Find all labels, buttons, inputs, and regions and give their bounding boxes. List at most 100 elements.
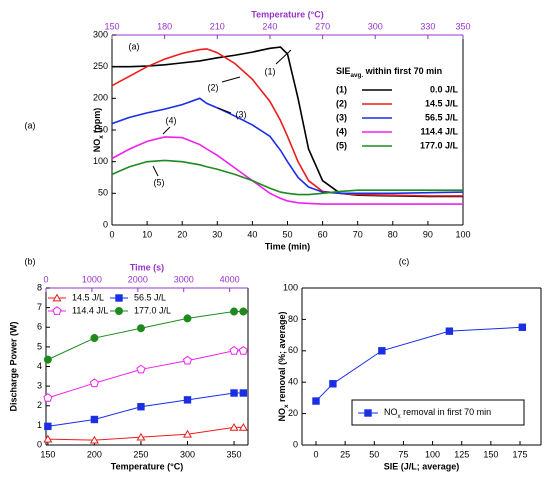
y-tick-label: 0: [293, 439, 298, 449]
legend-title-part: avg.: [351, 72, 364, 79]
series-line: [47, 311, 244, 361]
series-line: [111, 48, 463, 197]
marker: [329, 380, 337, 388]
curve-leader: [162, 126, 171, 135]
marker: [230, 389, 238, 397]
x2-tick-label: 180: [157, 21, 172, 31]
legend-marker: [115, 307, 123, 315]
marker: [43, 434, 53, 443]
x-tick-label: 25: [340, 449, 350, 459]
marker: [90, 334, 99, 343]
legend-key: (2): [336, 98, 347, 108]
x2-tick-label: 2000: [128, 274, 148, 284]
y-tick-label: 300: [93, 29, 108, 39]
y-axis-title-part: NO: [92, 139, 102, 153]
x2-axis-title: Temperature (°C): [251, 9, 323, 19]
marker: [137, 403, 145, 411]
x-tick-label: 10: [142, 229, 152, 239]
marker: [136, 324, 145, 333]
curve-leader: [217, 107, 232, 114]
marker: [43, 393, 53, 402]
x-tick-label: 50: [282, 229, 292, 239]
legend-key: (1): [336, 84, 347, 94]
y-tick-label: 150: [93, 124, 108, 134]
y-tick-label: 20: [288, 408, 298, 418]
x2-tick-label: 150: [104, 21, 119, 31]
y-tick-label: 8: [37, 282, 42, 292]
marker: [183, 396, 192, 404]
y-axis-title: Discharge Power (W): [8, 321, 18, 411]
y-axis-title: NOx (ppm): [92, 108, 105, 153]
marker: [239, 307, 248, 316]
x2-tick-label: 350: [455, 21, 470, 31]
marker: [229, 345, 239, 355]
legend-label-part: x: [398, 413, 402, 420]
y-axis-title-part: removal (%; average): [277, 311, 287, 404]
x-tick-label: 60: [318, 229, 328, 239]
x2-tick-label: 0: [43, 274, 48, 284]
legend-title: SIEavg. within first 70 min: [336, 66, 442, 79]
y-tick-label: 2: [37, 400, 42, 410]
x-tick-label: 250: [133, 449, 148, 459]
marker: [182, 429, 192, 438]
y-tick-label: 6: [37, 322, 42, 332]
x-tick-label: 350: [227, 449, 242, 459]
x-axis-title: SIE (J/L; average): [384, 461, 460, 471]
y-tick-label: 5: [37, 341, 42, 351]
x-tick-label: 30: [212, 229, 222, 239]
legend-title-part: SIE: [336, 66, 351, 76]
y-tick-label: 100: [283, 282, 298, 292]
curve-leader: [221, 76, 241, 83]
y-tick-label: 0: [37, 439, 42, 449]
legend-label-part: removal in first 70 min: [401, 407, 492, 417]
x2-tick-label: 210: [210, 21, 225, 31]
curve-label: (5): [154, 177, 165, 187]
x2-tick-label: 1000: [82, 274, 102, 284]
y-tick-label: 250: [93, 61, 108, 71]
marker: [43, 355, 52, 364]
y-axis-title-part: x: [283, 404, 290, 408]
legend-marker: [115, 294, 123, 302]
legend-label: 177.0 J/L: [420, 140, 459, 150]
y-axis-title: NOx removal (%; average): [277, 311, 290, 421]
y-tick-label: 50: [98, 188, 108, 198]
x2-tick-label: 4000: [220, 274, 240, 284]
marker: [445, 327, 454, 335]
series-line: [47, 392, 244, 427]
marker: [238, 345, 248, 355]
marker: [136, 364, 146, 374]
x2-axis-title: Time (s): [130, 262, 164, 272]
legend-label-part: NO: [384, 407, 398, 417]
x-tick-label: 75: [398, 449, 408, 459]
curve-leader: [275, 49, 292, 65]
legend-title-part: within first 70 min: [363, 66, 442, 76]
y-tick-label: 60: [288, 345, 298, 355]
series-line: [47, 350, 244, 399]
y-tick-label: 40: [288, 377, 298, 387]
curve-label: (1): [265, 66, 276, 76]
legend-label: 0.0 J/L: [430, 84, 459, 94]
x-tick-label: 0: [109, 229, 114, 239]
legend-key: (5): [336, 140, 347, 150]
x-tick-label: 150: [483, 449, 498, 459]
panel-label-inner: (a): [129, 41, 140, 51]
x-tick-label: 300: [180, 449, 195, 459]
curve-label: (4): [166, 115, 177, 125]
legend-label: 14.5 J/L: [72, 292, 104, 302]
x-axis-title: Time (min): [265, 241, 310, 251]
y-tick-label: 7: [37, 302, 42, 312]
legend-marker: [52, 293, 62, 302]
legend-label: 14.5 J/L: [425, 98, 459, 108]
x-tick-label: 200: [87, 449, 102, 459]
marker: [238, 422, 248, 431]
panel-label: (b): [25, 256, 36, 266]
x2-tick-label: 3000: [174, 274, 194, 284]
legend-label: NOx removal in first 70 min: [384, 407, 491, 420]
y-tick-label: 0: [103, 219, 108, 229]
marker: [44, 422, 52, 431]
x-tick-label: 100: [455, 229, 470, 239]
legend-label: 177.0 J/L: [134, 305, 171, 315]
curve-leader: [152, 165, 159, 177]
panel-label: (a): [25, 120, 36, 130]
